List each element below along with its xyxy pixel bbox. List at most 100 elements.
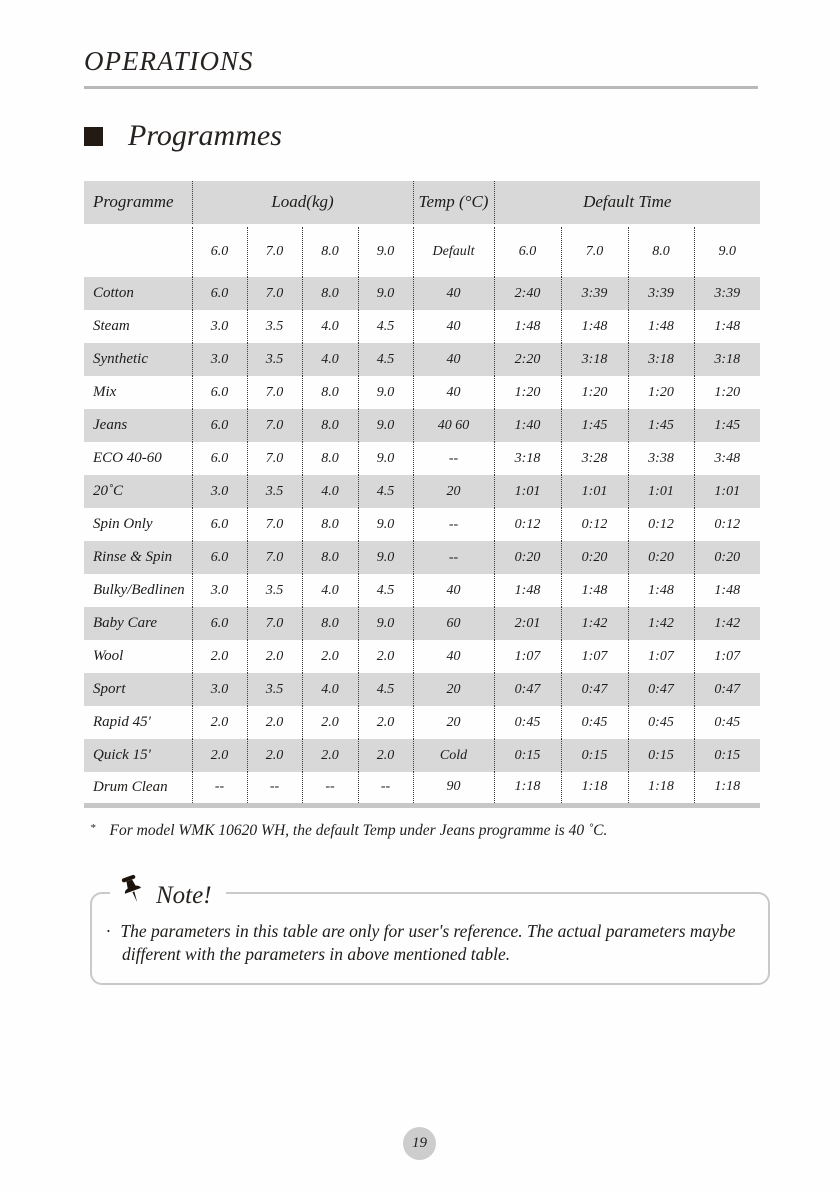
time-cell: 3:18 xyxy=(560,343,629,376)
time-cell: 1:20 xyxy=(693,376,761,409)
programme-name-cell: Bulky/Bedlinen xyxy=(93,582,185,598)
time-cell: 2:01 xyxy=(493,607,562,640)
programme-table-body: Cotton 6.0 7.0 8.0 9.0 40 2:40 3:39 3:39 3:39 Stea… xyxy=(84,277,761,805)
programme-name-cell: Mix xyxy=(93,384,117,400)
load-cell: 4.0 xyxy=(301,574,358,607)
time-cell: 0:20 xyxy=(493,541,562,574)
programme-name-cell: Baby Care xyxy=(93,615,158,631)
time-cell: 3:48 xyxy=(693,442,761,475)
temp-cell: 60 xyxy=(412,607,495,640)
load-cell: 9.0 xyxy=(357,508,414,541)
time-cell: 0:47 xyxy=(493,673,562,706)
load-cell: 8.0 xyxy=(301,409,358,442)
header-divider xyxy=(84,86,758,89)
load-cell: 3.5 xyxy=(246,343,302,376)
programme-name-cell: Sport xyxy=(93,681,126,697)
load-cell: 4.5 xyxy=(357,310,414,343)
table-group-header-row: Programme Load(kg) Temp (°C) Default Tim… xyxy=(84,181,761,227)
table-row: Jeans 6.0 7.0 8.0 9.0 40 60 1:40 1:45 1:45 1:45 xyxy=(84,409,761,442)
load-cell: 9.0 xyxy=(357,607,414,640)
time-cell: 0:20 xyxy=(627,541,695,574)
time-cell: 1:18 xyxy=(493,772,562,805)
programme-name-cell: Rinse & Spin xyxy=(93,549,173,565)
load-cell: 2.0 xyxy=(357,706,414,739)
time-cell: 0:47 xyxy=(693,673,761,706)
load-cell: 8.0 xyxy=(301,607,358,640)
programmes-table: Programme Load(kg) Temp (°C) Default Tim… xyxy=(84,181,761,808)
temp-cell: Cold xyxy=(412,739,495,772)
footnote-asterisk: * xyxy=(90,821,96,834)
footnote-text: For model WMK 10620 WH, the default Temp… xyxy=(109,821,608,839)
section-title: Programmes xyxy=(128,119,282,152)
time-cell: 0:45 xyxy=(493,706,562,739)
temp-cell: 40 xyxy=(412,574,495,607)
load-cell: 3.0 xyxy=(191,673,247,706)
load-cell: 2.0 xyxy=(191,739,247,772)
load-cell: 7.0 xyxy=(246,277,302,310)
load-cell: 4.0 xyxy=(301,310,358,343)
sub-header-load-size: 6.0 xyxy=(191,225,247,277)
time-cell: 1:42 xyxy=(560,607,629,640)
load-cell: -- xyxy=(301,772,358,805)
time-cell: 3:18 xyxy=(627,343,695,376)
time-cell: 0:20 xyxy=(560,541,629,574)
temp-cell: 40 60 xyxy=(412,409,495,442)
load-cell: 4.5 xyxy=(357,343,414,376)
time-cell: 0:15 xyxy=(560,739,629,772)
load-cell: 4.0 xyxy=(301,475,358,508)
note-title-text: Note! xyxy=(156,881,212,909)
load-cell: 3.5 xyxy=(246,310,302,343)
temp-cell: -- xyxy=(412,541,495,574)
load-cell: 3.5 xyxy=(246,475,302,508)
section-bullet-icon xyxy=(84,126,103,146)
time-cell: 0:45 xyxy=(560,706,629,739)
time-cell: 0:12 xyxy=(560,508,629,541)
temp-cell: -- xyxy=(412,508,495,541)
time-cell: 1:48 xyxy=(627,574,695,607)
time-cell: 2:40 xyxy=(493,277,562,310)
time-cell: 0:47 xyxy=(560,673,629,706)
load-cell: 9.0 xyxy=(357,376,414,409)
programme-name-cell: Synthetic xyxy=(93,351,148,367)
time-cell: 1:01 xyxy=(560,475,629,508)
load-cell: -- xyxy=(246,772,302,805)
time-cell: 0:20 xyxy=(693,541,761,574)
page-number-badge: 19 xyxy=(403,1127,436,1160)
time-cell: 1:42 xyxy=(627,607,695,640)
time-cell: 1:48 xyxy=(560,574,629,607)
time-cell: 1:07 xyxy=(627,640,695,673)
time-cell: 1:45 xyxy=(693,409,761,442)
time-cell: 1:07 xyxy=(693,640,761,673)
time-cell: 1:45 xyxy=(560,409,629,442)
load-cell: 2.0 xyxy=(246,706,302,739)
load-cell: 6.0 xyxy=(191,442,247,475)
load-cell: 7.0 xyxy=(246,607,302,640)
load-cell: 6.0 xyxy=(191,376,247,409)
load-cell: 2.0 xyxy=(357,640,414,673)
note-text: · The parameters in this table are only f… xyxy=(106,920,736,965)
time-cell: 1:48 xyxy=(693,574,761,607)
time-cell: 0:45 xyxy=(627,706,695,739)
load-cell: 6.0 xyxy=(191,541,247,574)
table-row: Drum Clean -- -- -- -- 90 1:18 1:18 1:18 1:18 xyxy=(84,772,761,805)
programme-name-cell: Jeans xyxy=(93,417,128,433)
page-header: OPERATIONS xyxy=(84,46,254,76)
time-cell: 1:07 xyxy=(493,640,562,673)
temp-cell: 40 xyxy=(412,376,495,409)
table-row: Synthetic 3.0 3.5 4.0 4.5 40 2:20 3:18 3:18 3:18 xyxy=(84,343,761,376)
load-cell: 2.0 xyxy=(301,739,358,772)
temp-cell: 90 xyxy=(412,772,495,805)
table-row: Quick 15′ 2.0 2.0 2.0 2.0 Cold 0:15 0:15 0:15 0:1… xyxy=(84,739,761,772)
load-cell: 6.0 xyxy=(191,409,247,442)
temp-cell: 20 xyxy=(412,673,495,706)
sub-header-time-size: 8.0 xyxy=(627,225,695,277)
col-header-load: Load(kg) xyxy=(191,181,414,227)
programme-name-cell: Steam xyxy=(93,318,130,334)
sub-header-load-size: 8.0 xyxy=(301,225,358,277)
load-cell: 9.0 xyxy=(357,442,414,475)
temp-cell: 40 xyxy=(412,310,495,343)
load-cell: 9.0 xyxy=(357,541,414,574)
col-header-default-time: Default Time xyxy=(493,181,761,227)
load-cell: 2.0 xyxy=(191,640,247,673)
